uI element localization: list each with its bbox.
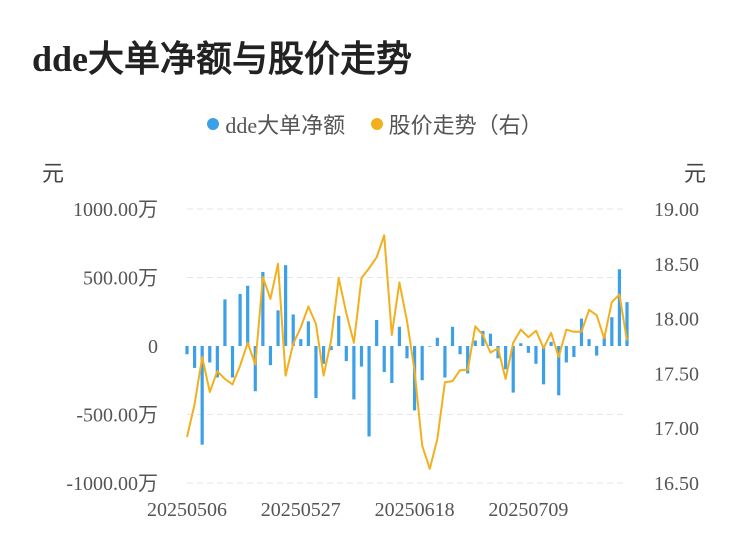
bar-dde — [230, 346, 235, 378]
right-tick-label: 18.00 — [654, 309, 699, 331]
bar-dde — [238, 293, 242, 346]
bar-dde — [473, 340, 477, 346]
bar-dde — [602, 336, 606, 346]
bar-dde — [587, 339, 591, 346]
legend-marker-price — [370, 118, 383, 130]
bar-dde — [420, 346, 424, 381]
bar-dde — [268, 346, 273, 366]
right-tick-label: 16.50 — [654, 473, 699, 495]
bar-dde — [511, 346, 515, 393]
legend-item-price[interactable]: 股价走势（右） — [370, 108, 543, 140]
right-tick-label: 19.00 — [654, 199, 699, 221]
bar-dde — [359, 346, 364, 367]
bar-dde — [557, 346, 561, 396]
bar-dde — [390, 346, 394, 383]
bar-dde — [382, 346, 386, 373]
bar-dde — [314, 346, 318, 399]
x-tick-label: 20250709 — [488, 499, 568, 521]
bar-dde — [375, 319, 379, 346]
right-tick-label: 17.00 — [654, 418, 699, 440]
bar-dde — [367, 346, 371, 437]
bar-dde — [405, 346, 409, 359]
left-tick-label: -500.00万 — [76, 405, 158, 427]
bar-dde — [329, 346, 333, 351]
bar-dde — [321, 346, 326, 364]
bar-dde — [519, 343, 523, 346]
legend: dde大单净额 股价走势（右） — [0, 108, 750, 140]
bar-dde — [610, 317, 614, 346]
bar-dde — [428, 346, 432, 347]
left-tick-label: 1000.00万 — [73, 199, 158, 221]
x-tick-label: 20250506 — [147, 499, 227, 521]
right-tick-label: 17.50 — [654, 363, 699, 385]
right-tick-label: 18.50 — [654, 254, 699, 276]
bar-dde — [534, 346, 538, 364]
bar-dde — [337, 315, 341, 346]
left-axis-unit: 元 — [42, 161, 65, 186]
bar-dde — [291, 314, 295, 346]
x-tick-label: 20250618 — [375, 499, 455, 521]
left-tick-label: -1000.00万 — [66, 473, 158, 495]
bar-dde — [504, 346, 508, 370]
bar-dde — [352, 346, 356, 400]
bar-dde — [458, 346, 462, 355]
bar-dde — [276, 310, 280, 346]
bar-dde — [261, 272, 265, 346]
bar-dde — [306, 321, 310, 346]
bar-dde — [246, 285, 250, 346]
bar-dde — [625, 302, 629, 346]
bar-dde — [595, 346, 599, 356]
bar-dde — [617, 269, 622, 346]
line-price — [186, 234, 628, 470]
legend-marker-dde — [207, 118, 220, 130]
bar-dde — [200, 346, 204, 445]
bar-dde — [344, 346, 348, 362]
bar-dde — [443, 346, 447, 378]
bar-dde — [481, 330, 485, 346]
bar-dde — [208, 346, 212, 363]
x-tick-label: 20250527 — [261, 499, 341, 521]
right-axis-unit: 元 — [684, 161, 707, 186]
bar-dde — [192, 346, 197, 368]
bar-dde — [549, 341, 553, 346]
chart-title: dde大单净额与股价走势 — [32, 39, 413, 79]
legend-label-dde: dde大单净额 — [225, 113, 346, 138]
bar-dde — [215, 346, 219, 378]
bar-dde — [284, 265, 288, 346]
legend-label-price: 股价走势（右） — [388, 113, 543, 138]
bar-dde — [572, 346, 576, 357]
bar-dde — [450, 326, 455, 346]
bar-dde — [564, 346, 568, 363]
bar-dde — [253, 346, 257, 392]
bar-dde — [299, 339, 303, 346]
bar-dde — [541, 346, 546, 385]
bar-dde — [435, 337, 439, 346]
left-tick-label: 0 — [148, 336, 158, 358]
bar-dde — [526, 346, 530, 353]
bar-dde — [397, 326, 402, 346]
legend-item-dde[interactable]: dde大单净额 — [207, 108, 345, 140]
left-tick-label: 500.00万 — [83, 268, 158, 290]
bar-dde — [223, 299, 227, 346]
bar-dde — [466, 346, 470, 374]
bar-dde — [488, 333, 493, 346]
bar-dde — [185, 346, 189, 355]
